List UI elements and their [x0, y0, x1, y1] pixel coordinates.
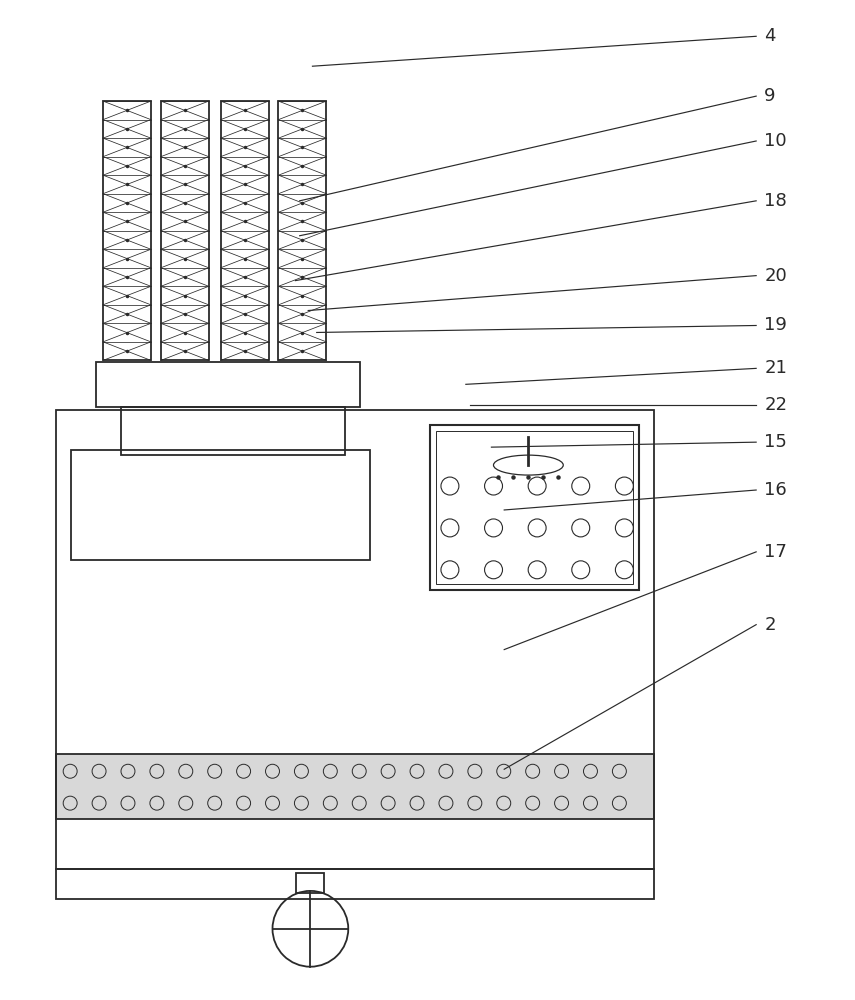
Text: 18: 18	[764, 192, 787, 210]
Bar	[297, 873, 324, 893]
Text: 20: 20	[764, 267, 787, 285]
Text: 4: 4	[764, 27, 775, 45]
Text: 10: 10	[764, 132, 787, 150]
Bar	[121, 407, 345, 455]
Text: 2: 2	[764, 616, 775, 634]
Text: 17: 17	[764, 543, 787, 561]
Text: 15: 15	[764, 433, 787, 451]
Text: 21: 21	[764, 359, 787, 377]
Bar	[436, 431, 634, 584]
Text: 9: 9	[764, 87, 775, 105]
Bar	[161, 101, 209, 360]
Text: 19: 19	[764, 316, 787, 334]
Bar	[56, 869, 654, 899]
Bar	[56, 410, 654, 869]
Bar	[279, 101, 327, 360]
Bar	[103, 101, 150, 360]
Text: 16: 16	[764, 481, 787, 499]
Text: 22: 22	[764, 396, 787, 414]
Bar	[71, 450, 370, 560]
Bar	[221, 101, 268, 360]
Bar	[430, 425, 640, 590]
Bar	[96, 362, 360, 407]
Bar	[56, 754, 654, 819]
